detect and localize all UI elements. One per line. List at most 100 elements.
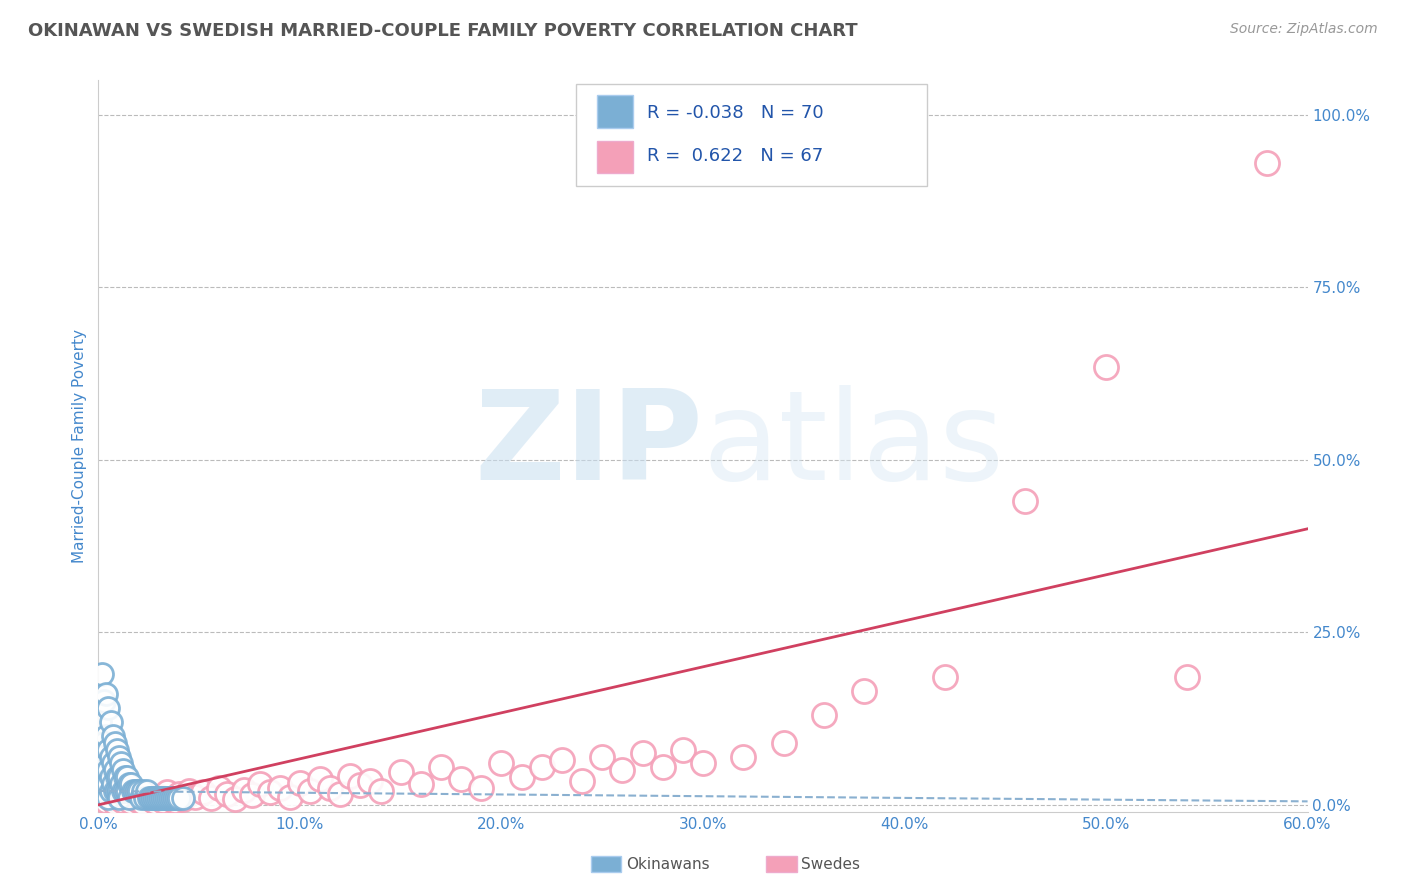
- Point: [93, 784, 115, 798]
- Point: [132, 796, 155, 810]
- Point: [97, 791, 120, 805]
- Point: [101, 756, 124, 771]
- Point: [193, 785, 215, 799]
- Point: [370, 784, 392, 798]
- Point: [128, 784, 150, 798]
- Point: [166, 791, 188, 805]
- Point: [107, 770, 129, 784]
- Point: [97, 742, 120, 756]
- Point: [115, 789, 138, 804]
- Text: OKINAWAN VS SWEDISH MARRIED-COUPLE FAMILY POVERTY CORRELATION CHART: OKINAWAN VS SWEDISH MARRIED-COUPLE FAMIL…: [28, 22, 858, 40]
- Point: [148, 789, 170, 804]
- Point: [132, 784, 155, 798]
- Point: [101, 777, 124, 791]
- Point: [1014, 494, 1036, 508]
- Point: [1256, 156, 1278, 170]
- Point: [259, 785, 281, 799]
- Point: [651, 760, 673, 774]
- Point: [934, 670, 956, 684]
- Point: [772, 736, 794, 750]
- Point: [134, 791, 156, 805]
- Text: Okinawans: Okinawans: [626, 857, 709, 871]
- Point: [148, 791, 170, 805]
- Point: [172, 791, 194, 805]
- Point: [409, 777, 432, 791]
- Text: R = -0.038   N = 70: R = -0.038 N = 70: [647, 104, 824, 122]
- Point: [591, 749, 613, 764]
- Point: [118, 791, 141, 805]
- Y-axis label: Married-Couple Family Poverty: Married-Couple Family Poverty: [72, 329, 87, 563]
- Point: [339, 769, 361, 783]
- Point: [160, 791, 183, 805]
- Point: [103, 796, 125, 810]
- Point: [208, 780, 231, 795]
- Point: [139, 791, 162, 805]
- Point: [111, 794, 134, 808]
- Point: [162, 791, 184, 805]
- Point: [91, 770, 114, 784]
- Point: [100, 784, 122, 798]
- Point: [232, 782, 254, 797]
- Point: [184, 789, 207, 804]
- Point: [430, 760, 453, 774]
- Point: [153, 791, 176, 805]
- Point: [156, 785, 179, 799]
- Point: [107, 791, 129, 805]
- Text: R =  0.622   N = 67: R = 0.622 N = 67: [647, 147, 824, 165]
- Point: [156, 791, 179, 805]
- Point: [101, 729, 124, 743]
- Point: [111, 784, 134, 798]
- Point: [349, 779, 371, 793]
- Point: [107, 791, 129, 805]
- Point: [135, 788, 157, 802]
- Point: [124, 791, 146, 805]
- Point: [118, 777, 141, 791]
- Point: [100, 792, 122, 806]
- Point: [200, 791, 222, 805]
- Point: [97, 764, 120, 778]
- Point: [96, 756, 118, 771]
- Point: [288, 776, 311, 790]
- Point: [179, 784, 201, 798]
- Point: [491, 756, 513, 771]
- Point: [91, 666, 114, 681]
- FancyBboxPatch shape: [576, 84, 927, 186]
- Point: [114, 784, 136, 798]
- Point: [329, 788, 352, 802]
- Text: Swedes: Swedes: [801, 857, 860, 871]
- Point: [249, 777, 271, 791]
- Point: [96, 777, 118, 791]
- Point: [240, 788, 263, 802]
- Point: [124, 784, 146, 798]
- Point: [143, 795, 166, 809]
- Point: [115, 784, 138, 798]
- Point: [120, 777, 142, 791]
- Point: [571, 773, 593, 788]
- Point: [299, 784, 322, 798]
- Point: [139, 792, 162, 806]
- Point: [152, 794, 174, 808]
- Point: [167, 791, 190, 805]
- Point: [97, 701, 120, 715]
- Point: [125, 784, 148, 798]
- Point: [172, 792, 194, 806]
- Point: [107, 784, 129, 798]
- Point: [110, 777, 132, 791]
- Point: [278, 789, 301, 804]
- Point: [138, 791, 160, 805]
- Point: [96, 794, 118, 808]
- Point: [93, 694, 115, 708]
- Point: [450, 772, 472, 786]
- Point: [105, 742, 128, 756]
- Point: [100, 714, 122, 729]
- Point: [107, 749, 129, 764]
- Point: [224, 792, 246, 806]
- Point: [160, 791, 183, 805]
- Point: [93, 736, 115, 750]
- Point: [93, 764, 115, 778]
- Point: [143, 791, 166, 805]
- Point: [91, 742, 114, 756]
- Text: Source: ZipAtlas.com: Source: ZipAtlas.com: [1230, 22, 1378, 37]
- Point: [97, 777, 120, 791]
- Point: [89, 714, 111, 729]
